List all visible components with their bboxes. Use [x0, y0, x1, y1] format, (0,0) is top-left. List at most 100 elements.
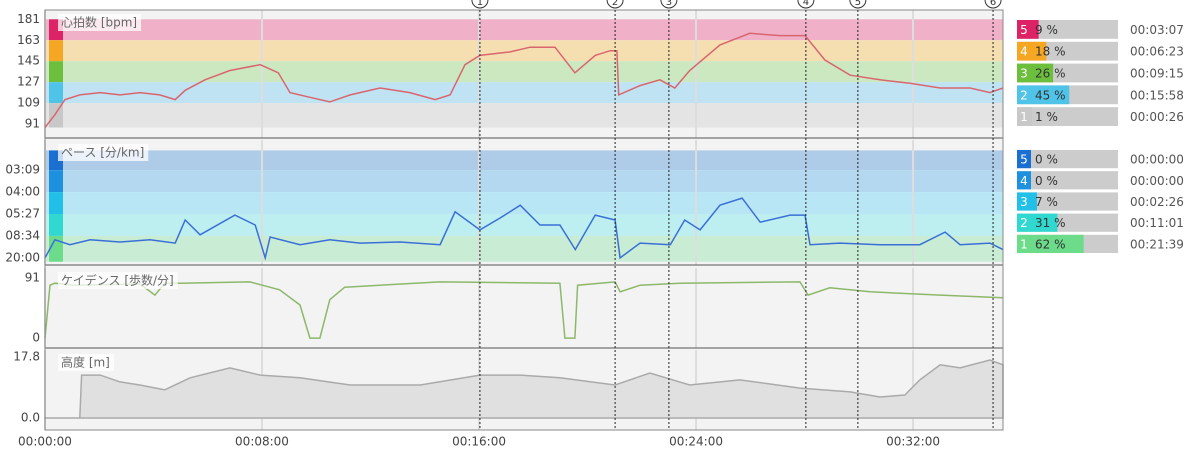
zone-bar — [1017, 41, 1047, 61]
line — [44, 281, 1004, 339]
x-tick-label: 00:00:00 — [18, 435, 72, 449]
zone-band — [45, 82, 1003, 104]
zone-bar — [1017, 20, 1039, 39]
zone-name: 3 — [1020, 195, 1028, 209]
zone-band — [45, 170, 1003, 193]
y-tick-label: 145 — [17, 54, 40, 68]
plot-frame — [44, 9, 1004, 431]
lap-marker — [797, 0, 815, 9]
y-tick-label: 04:00 — [5, 185, 40, 199]
x-tick-label: 00:16:00 — [452, 435, 506, 449]
zone-time: 00:00:00 — [1130, 153, 1184, 167]
lap-marker — [984, 0, 1002, 9]
y-tick-label: 109 — [17, 96, 40, 110]
title-background — [58, 14, 142, 31]
zone-name: 2 — [1020, 88, 1028, 102]
zone-time: 00:06:23 — [1130, 45, 1184, 59]
zone-band — [45, 103, 1003, 128]
panel-title: ケイデンス [歩数/分] — [61, 273, 174, 288]
zone-strip — [49, 40, 63, 62]
zone-strip — [49, 170, 63, 193]
lap-marker — [471, 0, 489, 9]
zone-time: 00:21:39 — [1130, 237, 1184, 251]
zone-band — [45, 214, 1003, 236]
zone-time: 00:11:01 — [1130, 216, 1184, 230]
zone-percent: 0 % — [1035, 153, 1058, 167]
y-tick-label: 03:09 — [5, 163, 40, 177]
zone-bar — [1017, 213, 1058, 232]
zone-strip — [49, 61, 63, 83]
x-tick-label: 00:32:00 — [886, 435, 940, 449]
lap-label: 5 — [855, 0, 861, 8]
zone-bar-bg — [1017, 171, 1118, 190]
lap-marker — [606, 0, 624, 9]
line — [44, 197, 1004, 261]
lap-label: 3 — [666, 0, 672, 8]
zone-time: 00:15:58 — [1130, 88, 1184, 102]
lap-label: 6 — [990, 0, 996, 8]
y-tick-label: 20:00 — [5, 250, 40, 264]
zone-bar — [1017, 171, 1031, 190]
zone-bar — [1017, 63, 1054, 83]
zone-time: 00:09:15 — [1130, 67, 1184, 81]
zone-bar-bg — [1017, 20, 1118, 39]
lap-marker — [849, 0, 867, 9]
zone-percent: 18 % — [1035, 45, 1066, 59]
panel-title: ペース [分/km] — [61, 146, 144, 160]
zone-bar — [1017, 85, 1070, 105]
y-tick-label: 163 — [17, 33, 40, 47]
zone-time: 00:03:07 — [1130, 23, 1184, 37]
zone-time: 00:02:26 — [1130, 195, 1184, 209]
zone-name: 5 — [1020, 23, 1028, 37]
zone-name: 2 — [1020, 216, 1028, 230]
zone-bar — [1017, 192, 1037, 211]
zone-band — [45, 150, 1003, 171]
zone-percent: 31 % — [1035, 216, 1066, 230]
zone-name: 3 — [1020, 67, 1028, 81]
zone-band — [45, 192, 1003, 215]
title-background — [58, 144, 149, 161]
x-tick-label: 00:08:00 — [235, 435, 289, 449]
zone-strip — [49, 235, 63, 262]
zone-band — [45, 40, 1003, 62]
y-tick-label: 05:27 — [5, 207, 40, 221]
y-tick-label: 0 — [32, 331, 40, 345]
y-tick-label: 91 — [25, 117, 40, 131]
y-tick-label: 08:34 — [5, 228, 40, 242]
y-tick-label: 17.8 — [13, 349, 40, 363]
zone-time: 00:00:26 — [1130, 110, 1184, 124]
zone-band — [45, 61, 1003, 83]
lap-label: 2 — [612, 0, 618, 8]
zone-name: 1 — [1020, 237, 1028, 251]
panel-title: 高度 [m] — [61, 355, 110, 370]
title-background — [58, 354, 114, 371]
zone-percent: 0 % — [1035, 174, 1058, 188]
zone-band — [45, 235, 1003, 262]
lap-marker — [660, 0, 678, 9]
line — [44, 32, 1004, 128]
panel-title: 心拍数 [bpm] — [61, 15, 137, 30]
y-tick-label: 181 — [17, 12, 40, 26]
zone-name: 4 — [1020, 174, 1028, 188]
lap-label: 4 — [803, 0, 809, 8]
zone-percent: 1 % — [1035, 110, 1058, 124]
y-tick-label: 0.0 — [21, 410, 40, 424]
y-tick-label: 127 — [17, 75, 40, 89]
area — [44, 359, 1004, 419]
zone-name: 4 — [1020, 45, 1028, 59]
zone-percent: 62 % — [1035, 237, 1066, 251]
zone-bar-bg — [1017, 192, 1118, 211]
zone-strip — [49, 214, 63, 236]
zone-bar — [1017, 234, 1084, 253]
zone-percent: 26 % — [1035, 67, 1066, 81]
zone-bar — [1017, 107, 1032, 126]
zone-time: 00:00:00 — [1130, 174, 1184, 188]
title-background — [58, 272, 178, 289]
lap-label: 1 — [477, 0, 483, 8]
zone-percent: 7 % — [1035, 195, 1058, 209]
zone-bar-bg — [1017, 150, 1118, 169]
zone-bar — [1017, 150, 1031, 169]
x-tick-label: 00:24:00 — [669, 435, 723, 449]
panel — [44, 140, 1004, 265]
